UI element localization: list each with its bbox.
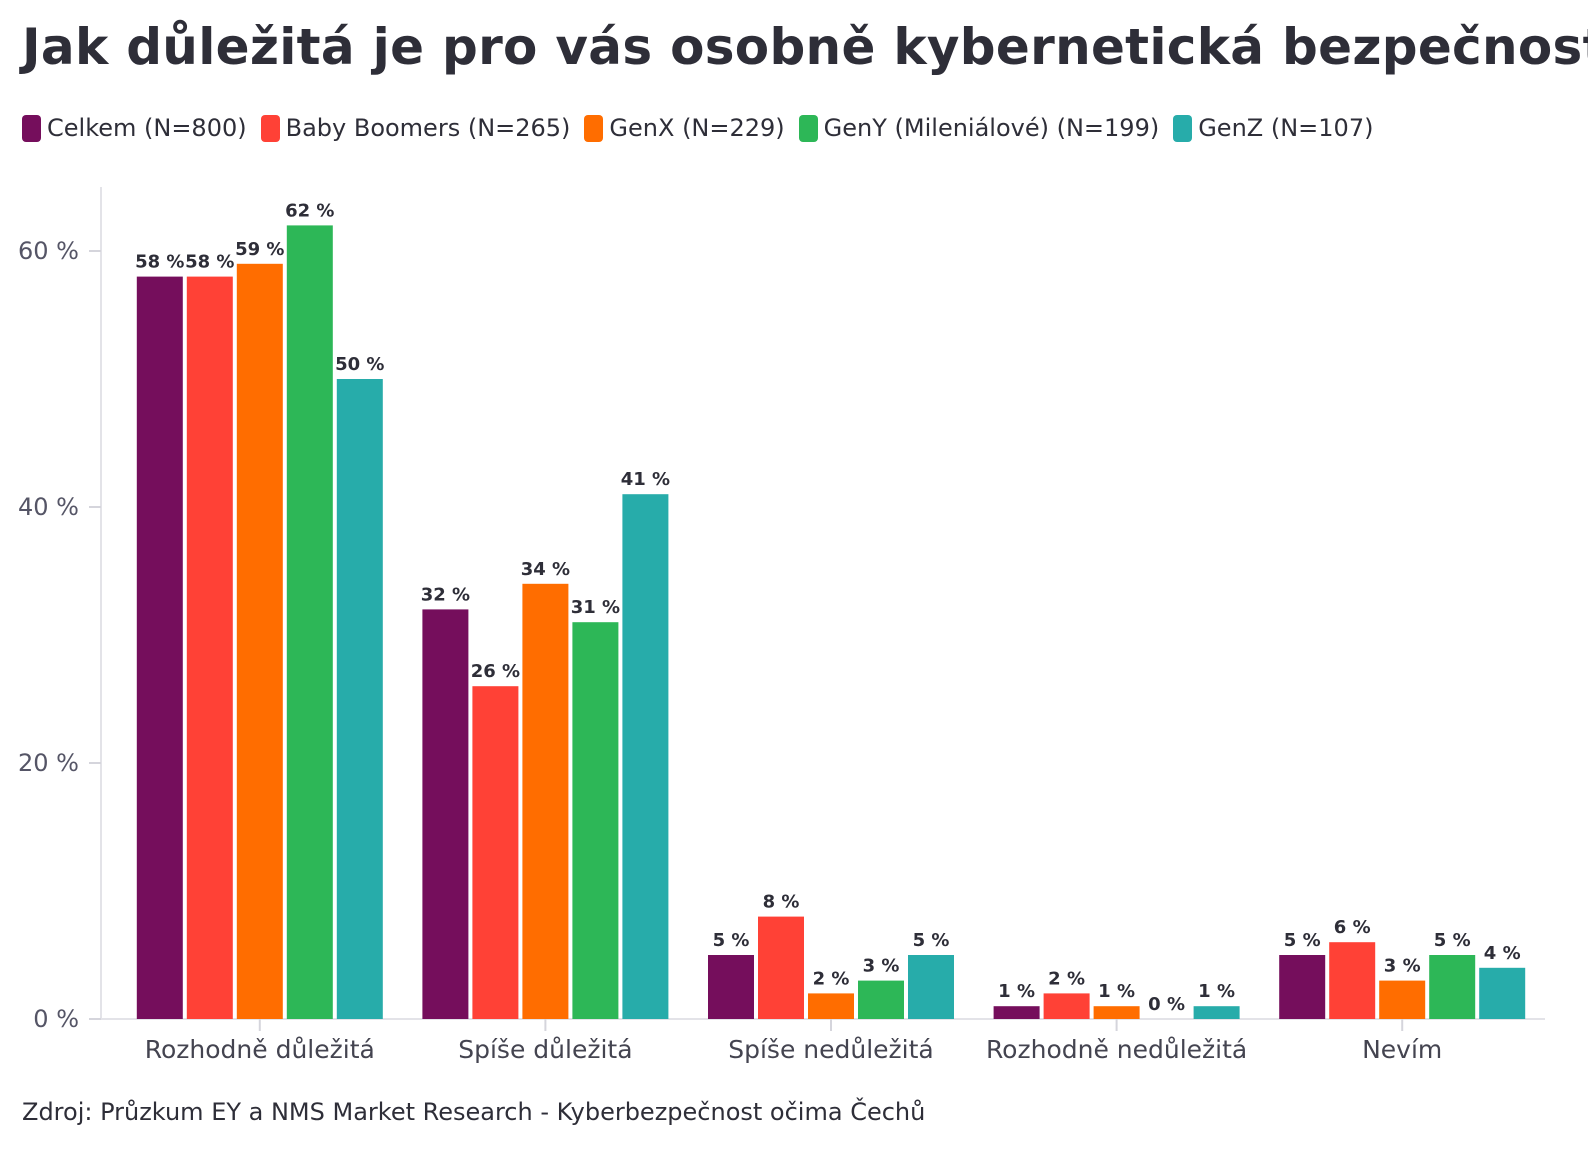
- y-tick-label: 60 %: [18, 237, 79, 265]
- y-tick-label: 0 %: [33, 1005, 79, 1033]
- bar: [993, 1006, 1040, 1019]
- y-tick-label: 20 %: [18, 749, 79, 777]
- x-tick-label: Rozhodně nedůležitá: [986, 1035, 1247, 1064]
- legend-label-geny: GenY (Mileniálové) (N=199): [823, 114, 1160, 142]
- bar: [1279, 955, 1326, 1019]
- legend-swatch-celkem: [22, 114, 41, 142]
- legend-label-genx: GenX (N=229): [609, 114, 785, 142]
- data-label: 2 %: [813, 968, 850, 989]
- data-label: 8 %: [763, 892, 800, 913]
- bar: [236, 263, 283, 1019]
- data-label: 32 %: [421, 584, 470, 605]
- bar: [1429, 955, 1476, 1019]
- bar: [1379, 980, 1426, 1019]
- data-label: 3 %: [863, 956, 900, 977]
- data-label: 31 %: [571, 597, 620, 618]
- data-label: 1 %: [1198, 981, 1235, 1002]
- legend-item-genx: GenX (N=229): [584, 114, 785, 142]
- data-label: 50 %: [335, 354, 384, 375]
- legend-swatch-baby-boomers: [260, 114, 280, 142]
- bar: [1329, 942, 1376, 1019]
- bar: [858, 980, 904, 1019]
- data-label: 5 %: [913, 930, 950, 951]
- bar: [336, 379, 383, 1019]
- x-tick-label: Spíše důležitá: [458, 1035, 632, 1064]
- data-label: 26 %: [471, 661, 520, 682]
- bar: [808, 993, 854, 1019]
- bar: [758, 916, 804, 1019]
- bar: [422, 609, 469, 1019]
- bar: [908, 955, 954, 1019]
- x-tick-label: Nevím: [1362, 1035, 1442, 1064]
- bar: [136, 276, 183, 1020]
- data-label: 5 %: [1434, 930, 1471, 951]
- data-label: 5 %: [713, 930, 750, 951]
- chart-title: Jak důležitá je pro vás osobně kyberneti…: [22, 18, 1588, 76]
- source-note: Zdroj: Průzkum EY a NMS Market Research …: [22, 1098, 926, 1126]
- bar: [1193, 1006, 1240, 1019]
- data-label: 58 %: [135, 252, 184, 273]
- legend-swatch-genx: [584, 114, 604, 142]
- data-label: 5 %: [1284, 930, 1321, 951]
- bar: [622, 494, 669, 1019]
- bar: [472, 686, 519, 1019]
- data-label: 2 %: [1048, 968, 1085, 989]
- y-tick-label: 40 %: [18, 493, 79, 521]
- x-tick-label: Rozhodně důležitá: [145, 1035, 375, 1064]
- data-label: 62 %: [285, 200, 334, 221]
- bar: [1093, 1006, 1140, 1019]
- x-tick-label: Spíše nedůležitá: [728, 1035, 934, 1064]
- data-label: 0 %: [1148, 994, 1185, 1015]
- data-label: 58 %: [185, 252, 234, 273]
- bar: [286, 225, 333, 1019]
- data-label: 41 %: [621, 469, 670, 490]
- bar: [1479, 967, 1526, 1019]
- bar: [1043, 993, 1090, 1019]
- data-label: 1 %: [1098, 981, 1135, 1002]
- legend-label-celkem: Celkem (N=800): [47, 114, 247, 142]
- data-label: 1 %: [998, 981, 1035, 1002]
- data-label: 3 %: [1384, 956, 1421, 977]
- data-label: 34 %: [521, 559, 570, 580]
- legend-item-baby-boomers: Baby Boomers (N=265): [260, 114, 571, 142]
- legend-item-genz: GenZ (N=107): [1173, 114, 1373, 142]
- legend: Celkem (N=800) Baby Boomers (N=265) GenX…: [22, 114, 1373, 142]
- legend-item-geny: GenY (Mileniálové) (N=199): [798, 114, 1160, 142]
- bar: [186, 276, 233, 1020]
- bar: [572, 622, 619, 1019]
- legend-swatch-geny: [798, 114, 818, 142]
- data-label: 6 %: [1334, 917, 1371, 938]
- legend-label-baby-boomers: Baby Boomers (N=265): [285, 114, 571, 142]
- data-label: 59 %: [235, 239, 284, 260]
- legend-item-celkem: Celkem (N=800): [22, 114, 247, 142]
- bar: [522, 583, 569, 1019]
- legend-label-genz: GenZ (N=107): [1198, 114, 1374, 142]
- bar-chart: 0 % 20 % 40 % 60 % Rozhodně důležitá 58 % 58 %…: [18, 187, 1545, 1064]
- data-label: 4 %: [1484, 943, 1521, 964]
- legend-swatch-genz: [1173, 114, 1193, 142]
- bar: [708, 955, 754, 1019]
